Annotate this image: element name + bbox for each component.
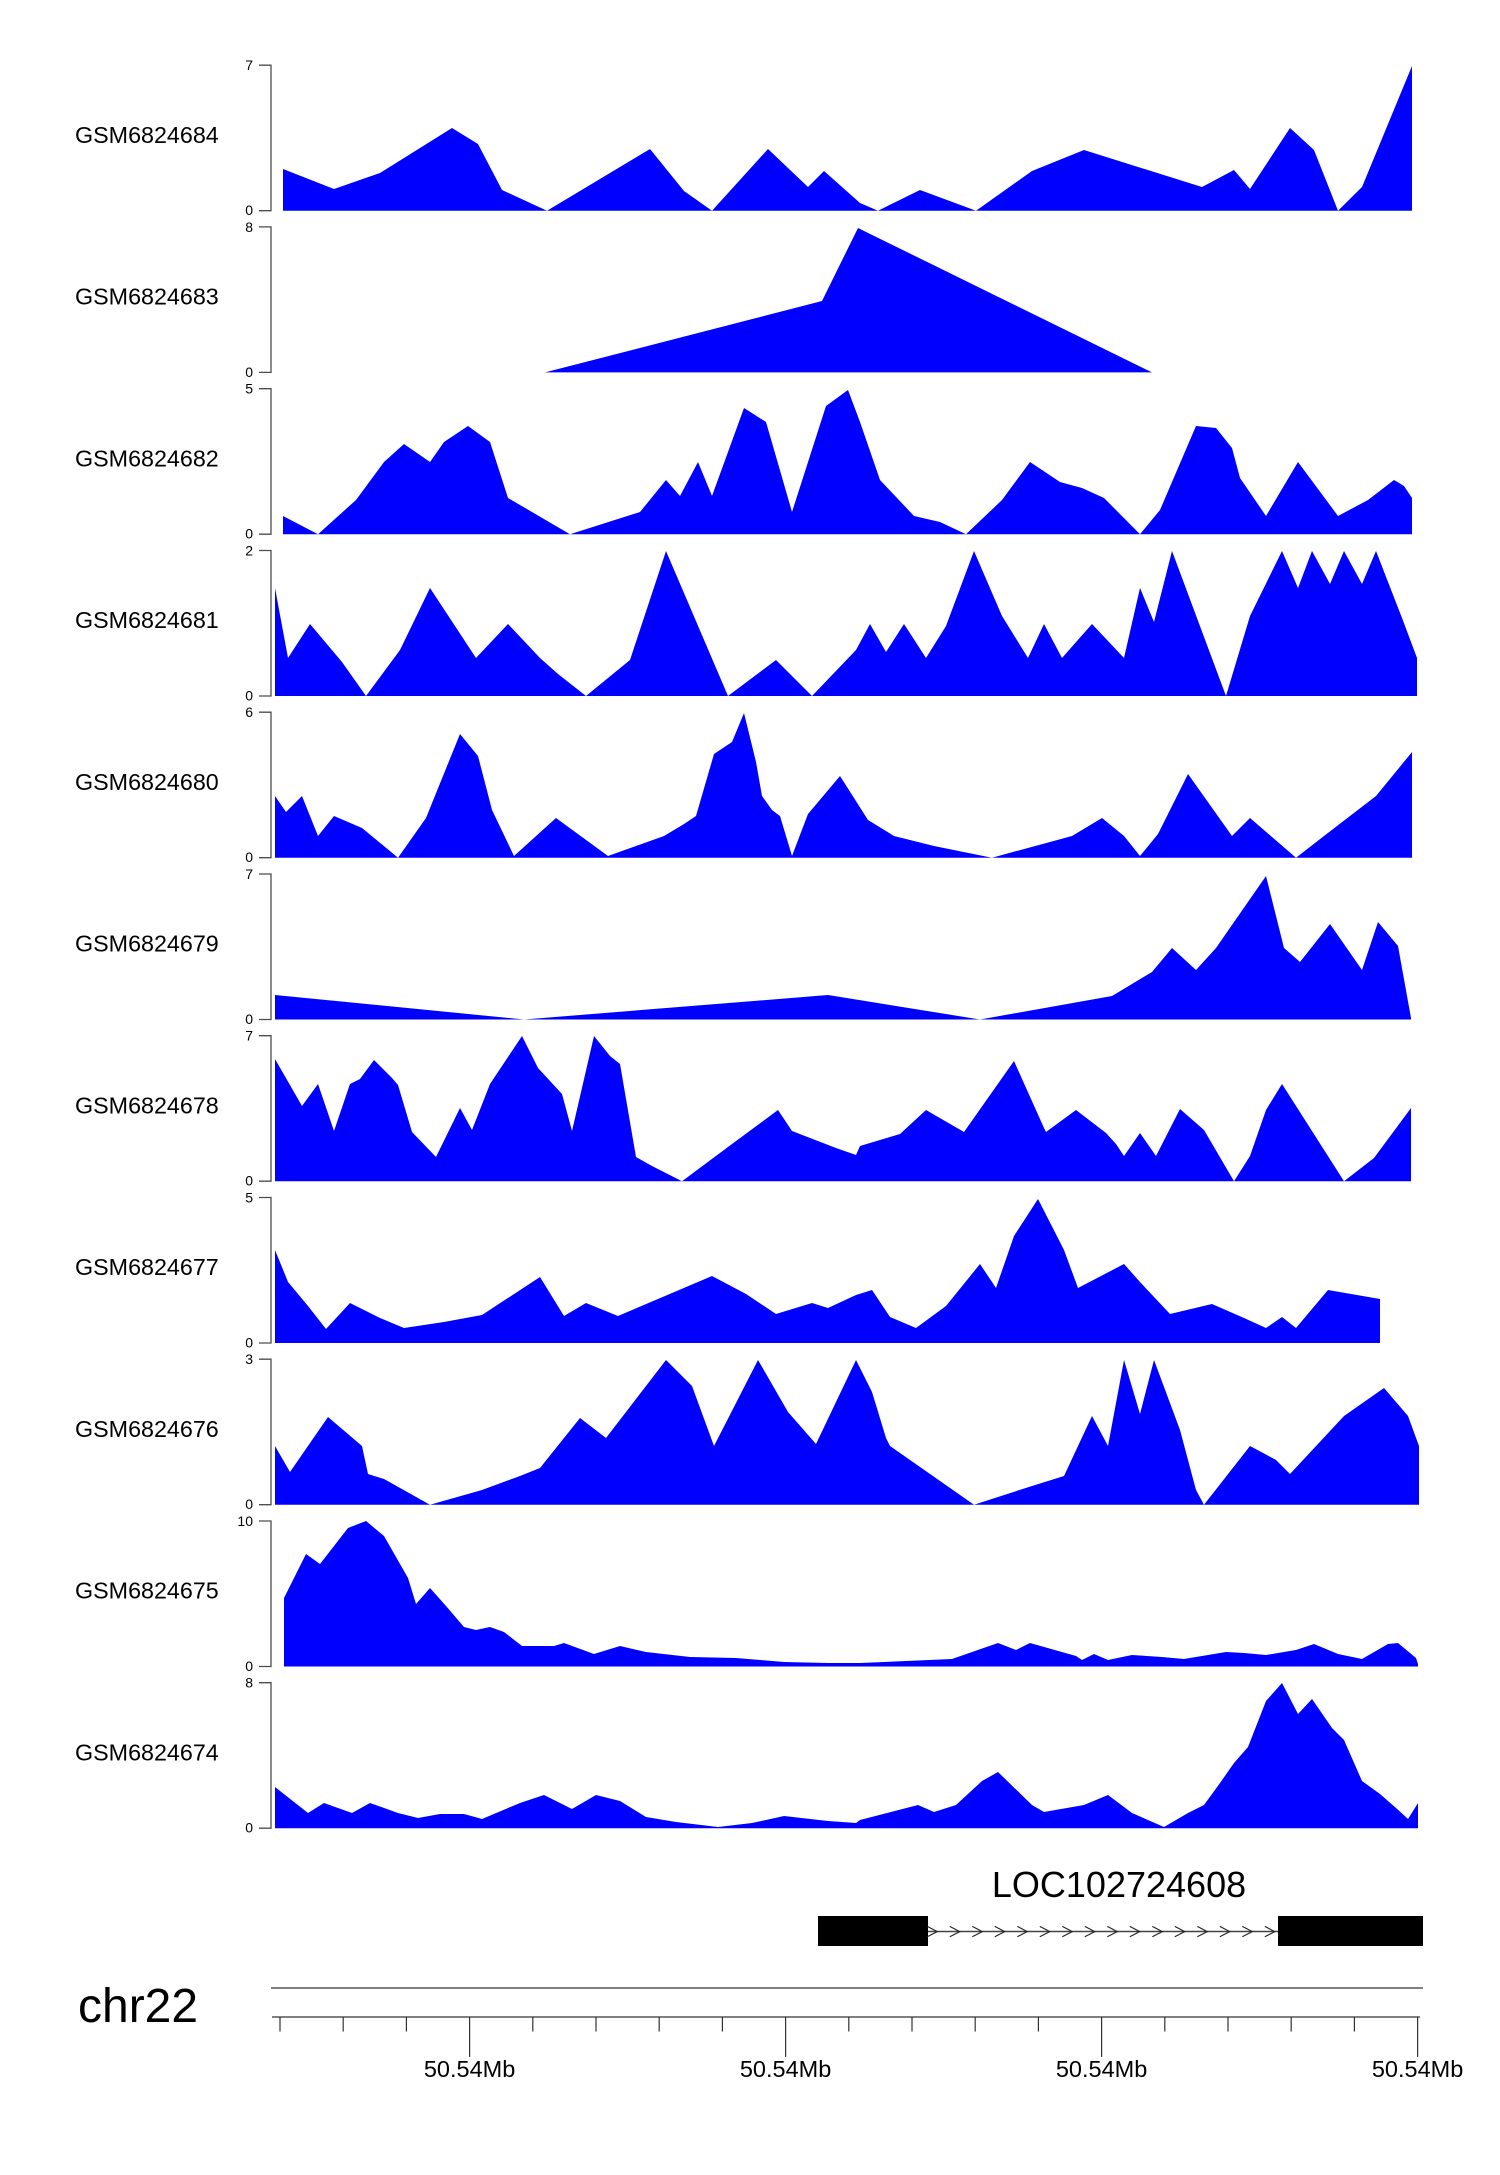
svg-text:50.54Mb: 50.54Mb [1056, 2056, 1147, 2082]
svg-text:GSM6824681: GSM6824681 [75, 607, 219, 633]
svg-text:0: 0 [245, 364, 253, 380]
svg-text:GSM6824684: GSM6824684 [75, 122, 219, 148]
svg-text:LOC102724608: LOC102724608 [992, 1864, 1246, 1905]
svg-text:5: 5 [245, 1190, 253, 1206]
svg-text:GSM6824676: GSM6824676 [75, 1416, 219, 1442]
svg-text:GSM6824683: GSM6824683 [75, 284, 219, 310]
svg-text:3: 3 [245, 1351, 253, 1367]
svg-text:0: 0 [245, 1820, 253, 1836]
svg-text:7: 7 [245, 866, 253, 882]
svg-text:GSM6824680: GSM6824680 [75, 769, 219, 795]
svg-text:0: 0 [245, 526, 253, 542]
svg-text:GSM6824677: GSM6824677 [75, 1254, 219, 1280]
svg-text:7: 7 [245, 1028, 253, 1044]
svg-text:GSM6824678: GSM6824678 [75, 1093, 219, 1119]
svg-text:50.54Mb: 50.54Mb [1372, 2056, 1463, 2082]
svg-text:10: 10 [237, 1513, 253, 1529]
svg-text:8: 8 [245, 1675, 253, 1691]
svg-text:chr22: chr22 [78, 1980, 198, 2033]
svg-text:6: 6 [245, 704, 253, 720]
svg-text:0: 0 [245, 849, 253, 865]
svg-text:GSM6824679: GSM6824679 [75, 931, 219, 957]
svg-text:8: 8 [245, 219, 253, 235]
svg-text:0: 0 [245, 1496, 253, 1512]
svg-text:0: 0 [245, 1658, 253, 1674]
svg-text:0: 0 [245, 688, 253, 704]
svg-text:2: 2 [245, 543, 253, 559]
svg-text:7: 7 [245, 57, 253, 73]
svg-text:GSM6824682: GSM6824682 [75, 446, 219, 472]
svg-text:GSM6824675: GSM6824675 [75, 1578, 219, 1604]
svg-text:0: 0 [245, 1173, 253, 1189]
svg-text:0: 0 [245, 1011, 253, 1027]
svg-text:5: 5 [245, 381, 253, 397]
svg-text:50.54Mb: 50.54Mb [740, 2056, 831, 2082]
svg-text:50.54Mb: 50.54Mb [424, 2056, 515, 2082]
svg-text:0: 0 [245, 202, 253, 218]
svg-text:GSM6824674: GSM6824674 [75, 1740, 219, 1766]
svg-text:0: 0 [245, 1335, 253, 1351]
